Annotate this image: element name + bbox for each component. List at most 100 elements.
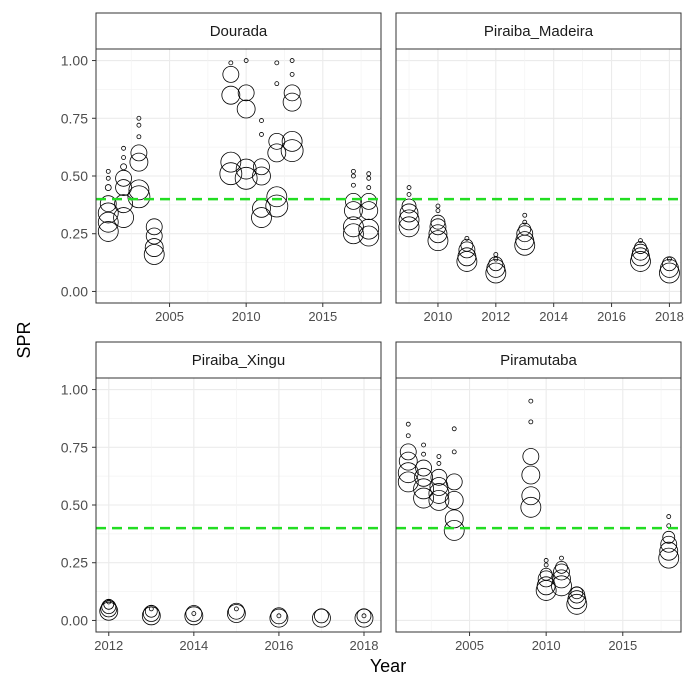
data-point [121,145,126,151]
data-point [227,602,245,620]
data-point [358,225,380,247]
data-point [555,560,568,574]
y-tick-label: 0.50 [61,168,88,184]
data-point [185,605,203,622]
data-point [630,251,651,272]
panel-title: Dourada [210,23,268,40]
data-point [267,143,287,163]
data-point [100,600,118,618]
x-tick-label: 2018 [655,309,684,324]
data-point [430,468,448,486]
data-point [435,203,441,209]
data-point [552,569,571,589]
data-point [399,203,419,223]
panel-border [395,48,682,304]
figure-x-axis-label: Year [370,656,406,676]
data-point [234,166,258,190]
panel-piraiba-madeira: Piraiba_Madeira 2010 2012 2014 2016 2018 [395,12,684,324]
data-point [99,601,119,621]
data-point [634,241,647,254]
data-point [522,448,540,465]
data-point [493,256,499,262]
data-point [136,122,142,128]
points [99,598,374,628]
data-point [553,563,570,581]
data-point [631,247,650,267]
data-point [106,599,112,605]
data-point [413,487,434,509]
y-tick-label: 0.25 [61,555,88,571]
data-point [521,465,541,485]
data-point [405,421,411,427]
y-tick-label: 0.00 [61,612,88,628]
data-point [667,256,672,262]
data-point [515,231,535,251]
data-point [398,451,418,471]
panel-strip [95,12,382,50]
data-point [660,258,679,278]
data-point [413,478,434,500]
data-point [259,132,264,137]
data-point [252,166,271,186]
gridlines [396,378,681,632]
data-point [344,201,363,221]
x-tick-label: 2016 [264,638,293,653]
x-tick-label: 2012 [481,309,510,324]
panel-piraiba-xingu: Piraiba_Xingu 2012 2014 2016 2018 0.00 0.25 0.5… [61,341,382,653]
data-point [436,461,442,466]
y-tick-label: 0.25 [61,226,88,242]
data-point [566,593,588,615]
data-point [282,92,302,112]
data-point [226,604,246,623]
data-point [221,85,241,105]
data-point [184,606,204,626]
data-point [521,486,541,506]
panel-border [395,377,682,633]
data-point [457,247,477,267]
data-point [659,262,680,284]
x-tick-label: 2012 [94,638,123,653]
data-point [520,496,542,518]
data-point [233,606,239,612]
data-point [398,216,420,238]
panel-title: Piramutaba [500,352,577,369]
y-tick-label: 0.75 [61,110,88,126]
gridlines [96,378,381,632]
data-point [283,84,301,102]
data-point [289,72,295,77]
points [398,185,680,284]
x-tick-label: 2005 [155,309,184,324]
data-point [659,541,679,561]
data-point [343,223,364,245]
data-point [528,398,534,404]
data-point [266,186,288,208]
y-tick-label: 0.00 [61,283,88,299]
data-point [222,66,240,83]
data-point [361,613,367,619]
data-point [666,514,672,519]
x-tick-label: 2010 [532,638,561,653]
data-point [406,192,412,197]
data-point [351,182,356,188]
data-point [570,586,584,600]
x-tick-label: 2018 [350,638,379,653]
data-point [105,175,111,181]
data-point [399,443,417,461]
data-point [253,158,270,176]
data-point [251,207,272,228]
data-point [428,489,450,511]
data-point [144,238,164,257]
data-point [358,218,380,240]
data-point [236,99,256,119]
data-point [366,175,372,181]
data-point [522,212,528,218]
data-point [274,60,280,66]
data-point [148,606,154,612]
data-point [405,433,411,439]
x-tick-label: 2014 [539,309,568,324]
data-point [114,194,133,214]
data-point [493,252,499,257]
data-point [130,144,148,162]
